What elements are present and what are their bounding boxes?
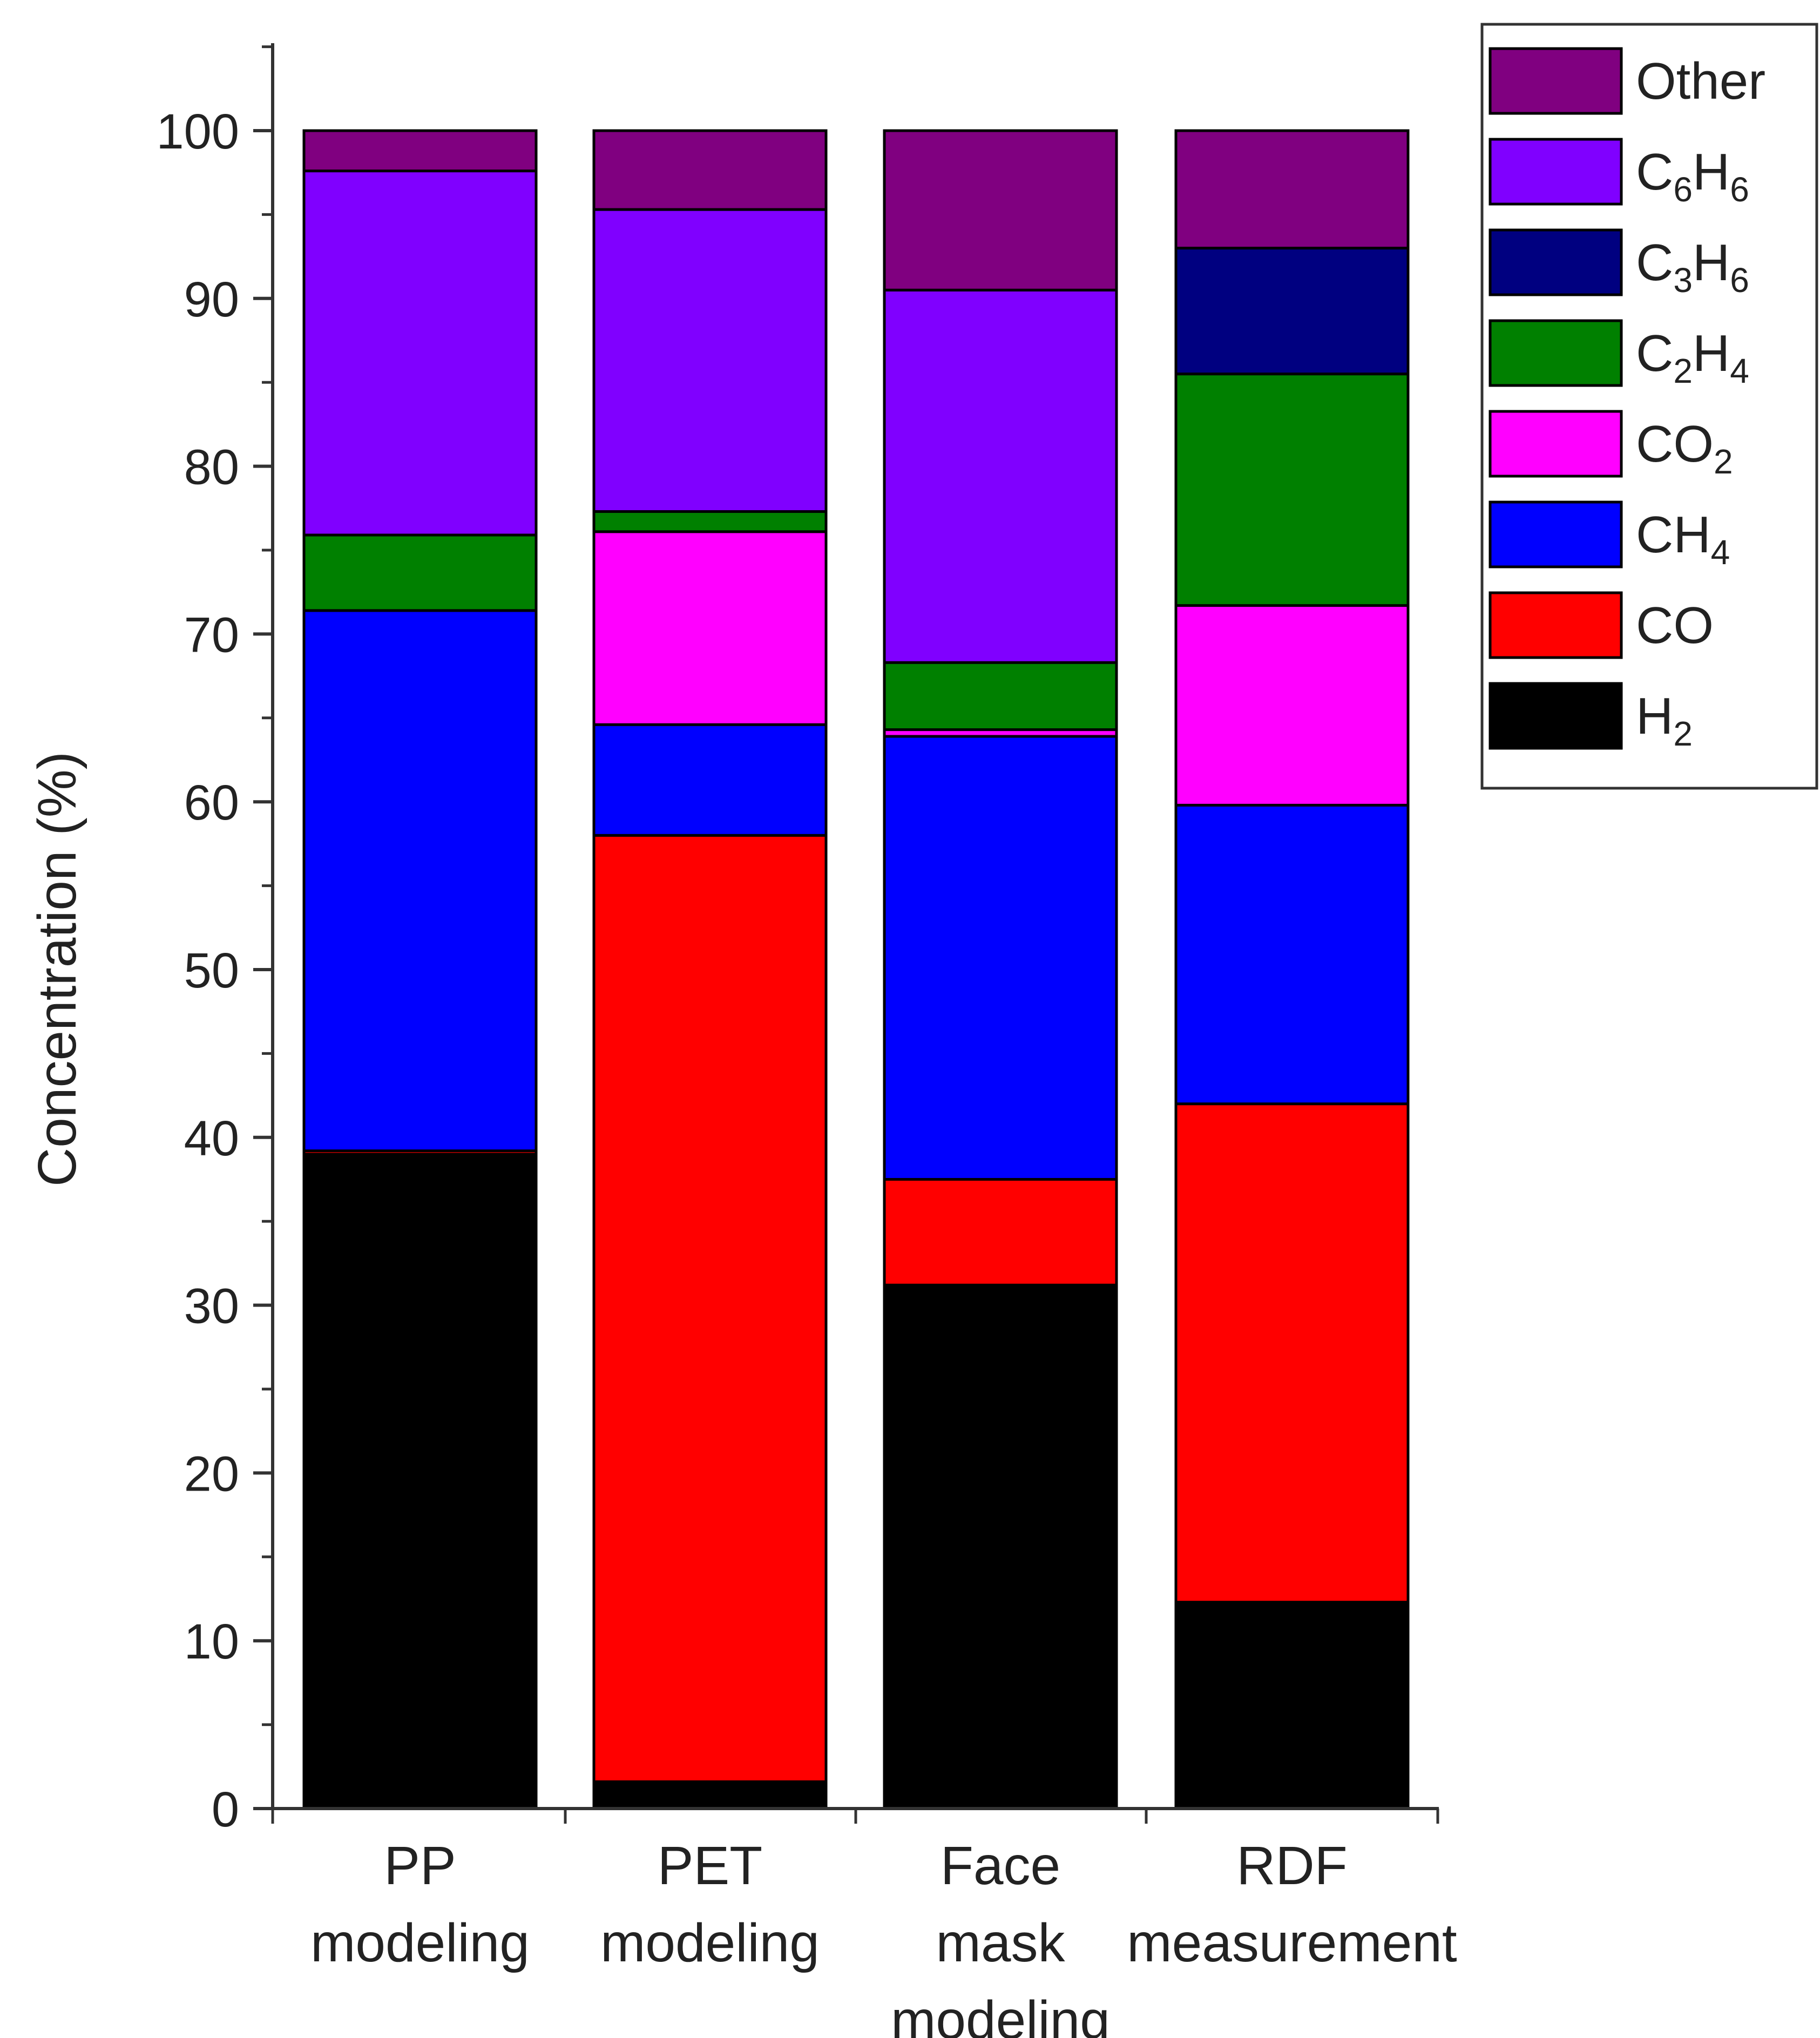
labels-layer: 0 10 20 30 40 50 60 70 80 90 100 PP modeling PET model… — [27, 104, 1457, 2038]
y-tick-label: 80 — [184, 440, 239, 495]
legend-swatch-co — [1489, 591, 1623, 659]
bar-segment-ch4-3 — [883, 735, 1118, 1181]
bar-segment-h2-2 — [592, 1780, 828, 1810]
bar-segment-other-2 — [592, 129, 828, 211]
bar-segment-c2h4-2 — [592, 510, 828, 533]
legend-swatch-c3h6 — [1489, 228, 1623, 296]
bar-segment-h2-1 — [302, 1153, 538, 1810]
legend-swatch-other — [1489, 47, 1623, 115]
axes-layer — [253, 43, 1439, 1824]
bar-segment-co-3 — [883, 1178, 1118, 1287]
y-tick-label: 30 — [184, 1279, 239, 1334]
bar-segment-c6h6-3 — [883, 288, 1118, 664]
legend-swatch-ch4 — [1489, 500, 1623, 568]
bars-layer — [302, 129, 1410, 1810]
legend-swatch-c2h4 — [1489, 319, 1623, 387]
legend: Other C6H6 C3H6 C2H4 CO2 CH4 CO H2 — [1480, 23, 1818, 790]
x-category-label-1: PP — [384, 1836, 456, 1896]
legend-label-co: CO — [1636, 597, 1714, 654]
bar-segment-ch4-4 — [1174, 803, 1410, 1106]
y-tick-label: 60 — [184, 775, 239, 830]
bar-segment-c2h4-3 — [883, 661, 1118, 732]
x-category-label-4: measurement — [1127, 1913, 1457, 1973]
legend-swatch-h2 — [1489, 682, 1623, 750]
bar-segment-c6h6-2 — [592, 208, 828, 513]
y-tick-label: 40 — [184, 1111, 239, 1166]
x-category-label-2: PET — [658, 1836, 762, 1896]
y-tick-label: 10 — [184, 1614, 239, 1669]
legend-label-h2: H2 — [1636, 687, 1693, 753]
bar-segment-c6h6-1 — [302, 170, 538, 537]
legend-label-c6h6: C6H6 — [1636, 143, 1749, 209]
bar-segment-c2h4-4 — [1174, 373, 1410, 607]
y-tick-label: 100 — [157, 104, 240, 159]
bar-segment-c2h4-1 — [302, 533, 538, 612]
bar-segment-ch4-1 — [302, 609, 538, 1153]
y-tick-label: 50 — [184, 943, 239, 998]
bar-segment-other-4 — [1174, 129, 1410, 250]
bar-segment-other-3 — [883, 129, 1118, 292]
legend-label-other: Other — [1636, 52, 1765, 110]
x-category-label-2: modeling — [600, 1913, 820, 1973]
bar-segment-co-4 — [1174, 1102, 1410, 1604]
x-category-label-3: mask — [936, 1913, 1066, 1973]
bar-segment-h2-4 — [1174, 1601, 1410, 1810]
legend-swatch-c6h6 — [1489, 138, 1623, 206]
bar-segment-ch4-2 — [592, 723, 828, 837]
x-category-label-1: modeling — [310, 1913, 530, 1973]
x-category-label-3: Face — [941, 1836, 1060, 1896]
y-tick-label: 0 — [212, 1782, 239, 1837]
y-tick-label: 90 — [184, 272, 239, 327]
x-category-label-3: modeling — [891, 1990, 1110, 2038]
legend-label-ch4: CH4 — [1636, 506, 1730, 572]
bar-segment-c3h6-4 — [1174, 247, 1410, 376]
y-tick-label: 70 — [184, 607, 239, 662]
legend-swatch-co2 — [1489, 410, 1623, 478]
legend-label-c3h6: C3H6 — [1636, 234, 1749, 300]
bar-segment-h2-3 — [883, 1283, 1118, 1810]
bar-segment-co2-2 — [592, 530, 828, 726]
x-category-label-4: RDF — [1236, 1836, 1348, 1896]
y-axis-title: Concentration (%) — [27, 751, 87, 1187]
bar-segment-co-2 — [592, 834, 828, 1783]
bar-segment-other-1 — [302, 129, 538, 173]
y-tick-label: 20 — [184, 1446, 239, 1501]
legend-label-c2h4: C2H4 — [1636, 324, 1749, 390]
bar-segment-co2-4 — [1174, 604, 1410, 807]
legend-label-co2: CO2 — [1636, 415, 1733, 481]
